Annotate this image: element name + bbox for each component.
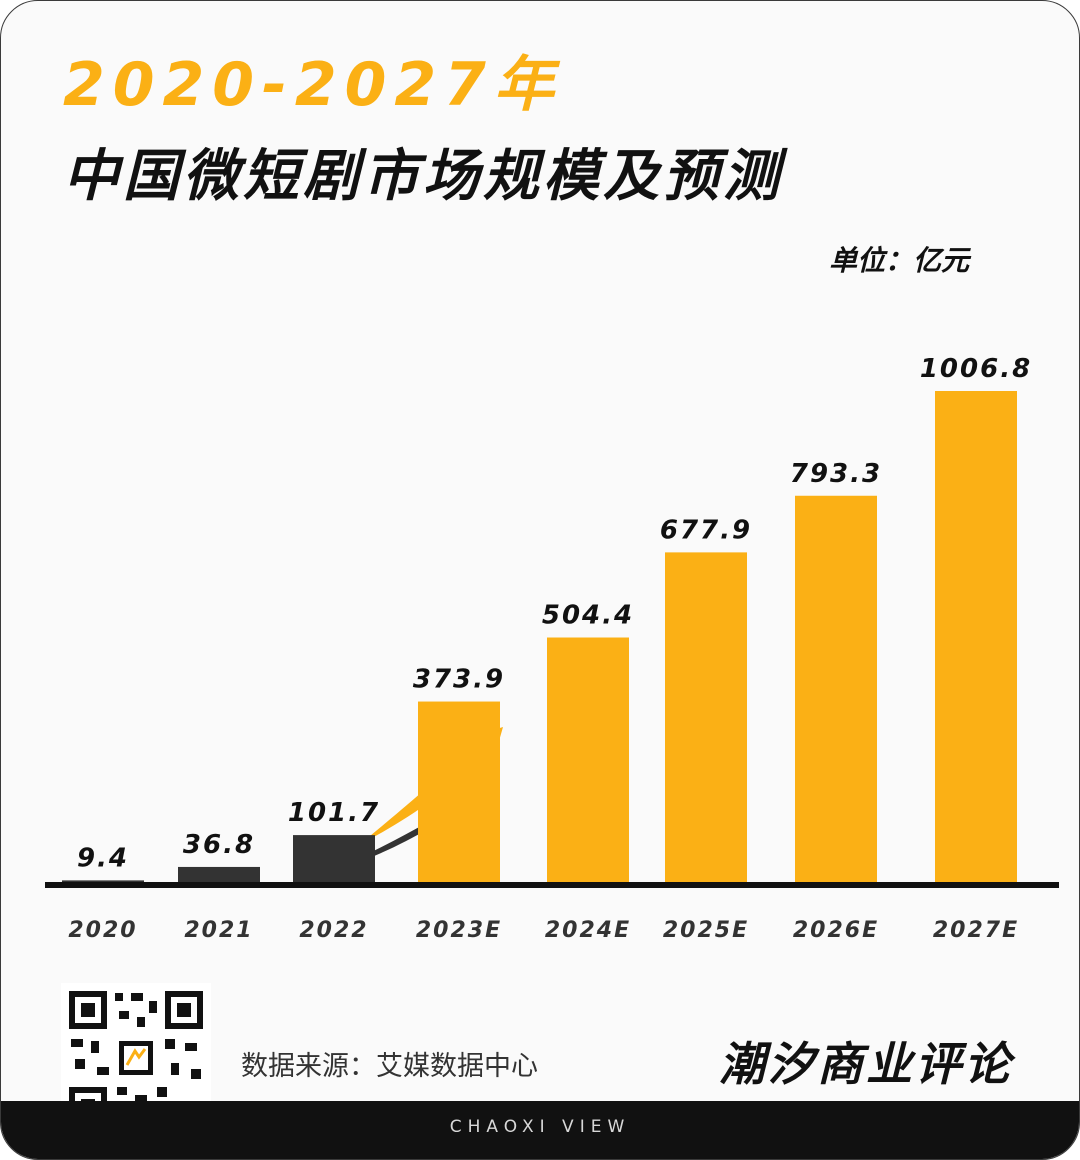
x-tick-label-2020: 2020 [68, 918, 137, 943]
x-tick-label-2024E: 2024E [545, 918, 631, 943]
value-label-2021: 36.8 [183, 830, 255, 860]
unit-label: 单位：亿元 [829, 244, 970, 277]
bar-2026E [795, 495, 877, 885]
value-label-2025E: 677.9 [660, 515, 752, 545]
value-label-2026E: 793.3 [790, 459, 882, 489]
title-year-range: 2020-2027年 [63, 50, 562, 120]
bar-chart: 9.4 36.8 101.7 373.9 504.4 677.9 793.3 1006.8 2… [45, 354, 1059, 943]
value-label-2027E: 1006.8 [920, 354, 1032, 384]
value-label-2023E: 373.9 [413, 665, 505, 695]
x-tick-label-2022: 2022 [299, 918, 368, 943]
x-tick-label-2023E: 2023E [416, 918, 502, 943]
chart-title: 中国微短剧市场规模及预测 [63, 144, 783, 209]
footer-bar: CHAOXI VIEW [1, 1101, 1079, 1159]
value-label-2022: 101.7 [288, 798, 380, 828]
bar-2021 [178, 866, 260, 885]
value-label-2020: 9.4 [77, 843, 129, 873]
footer-text: CHAOXI VIEW [449, 1117, 631, 1137]
x-tick-label-2027E: 2027E [933, 918, 1019, 943]
bar-2027E [935, 391, 1017, 885]
bar-2025E [665, 552, 747, 885]
bar-2024E [547, 637, 629, 885]
value-label-2024E: 504.4 [542, 601, 634, 631]
source-note: 数据来源：艾媒数据中心 [241, 1051, 538, 1082]
bar-2022 [293, 835, 375, 885]
x-tick-label-2025E: 2025E [663, 918, 749, 943]
x-tick-label-2026E: 2026E [793, 918, 879, 943]
x-tick-label-2021: 2021 [184, 918, 253, 943]
bar-2023E [418, 701, 500, 885]
brand-logo: 潮汐商业评论 [719, 1037, 1013, 1091]
